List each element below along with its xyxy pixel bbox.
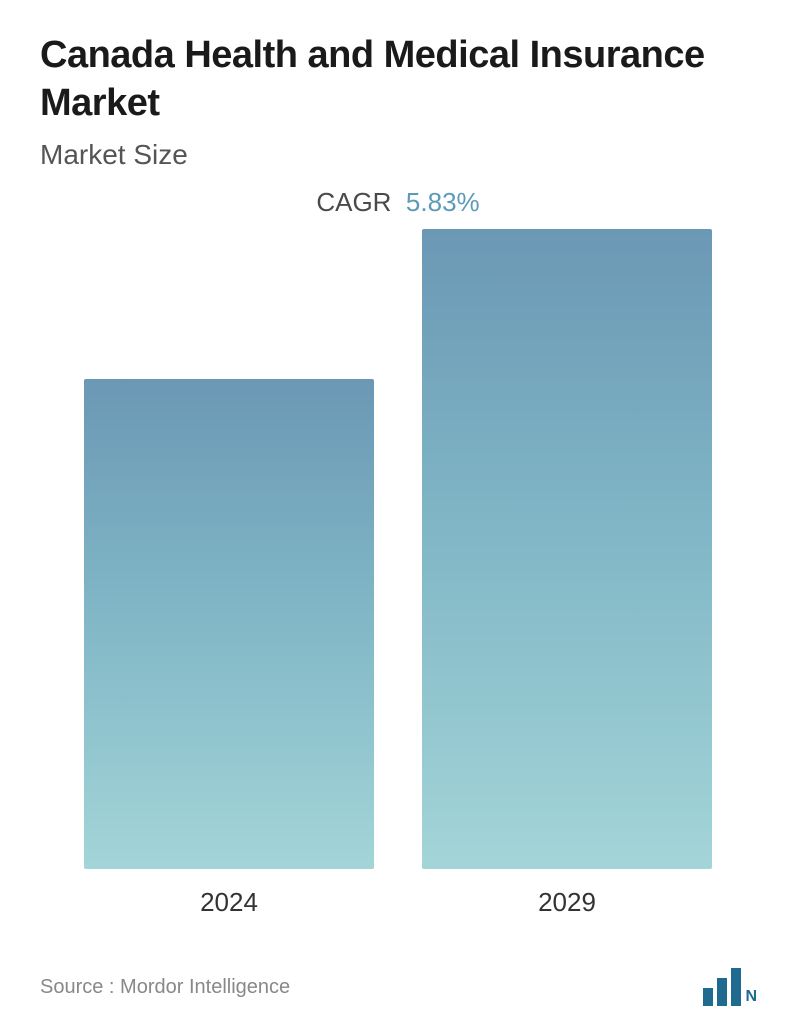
cagr-value: 5.83% xyxy=(406,187,480,217)
bar-group-2029: 2029 xyxy=(422,229,712,918)
cagr-label: CAGR xyxy=(316,187,391,217)
bar-2024 xyxy=(84,379,374,869)
bar-2029 xyxy=(422,229,712,869)
mordor-logo: N xyxy=(703,968,756,1006)
logo-bars-icon xyxy=(703,968,741,1006)
bar-label-2024: 2024 xyxy=(200,887,258,918)
chart-footer: Source : Mordor Intelligence N xyxy=(40,968,756,1006)
chart-title: Canada Health and Medical Insurance Mark… xyxy=(40,32,756,127)
logo-text: N xyxy=(745,988,756,1006)
bar-label-2029: 2029 xyxy=(538,887,596,918)
logo-bar-1 xyxy=(703,988,713,1006)
cagr-row: CAGR 5.83% xyxy=(40,187,756,218)
logo-bar-2 xyxy=(717,978,727,1006)
logo-bar-3 xyxy=(731,968,741,1006)
bar-chart: 2024 2029 xyxy=(40,258,756,918)
source-attribution: Source : Mordor Intelligence xyxy=(40,976,290,999)
chart-subtitle: Market Size xyxy=(40,139,756,171)
bar-group-2024: 2024 xyxy=(84,379,374,918)
source-value: Mordor Intelligence xyxy=(120,976,290,998)
source-label: Source : xyxy=(40,976,114,998)
